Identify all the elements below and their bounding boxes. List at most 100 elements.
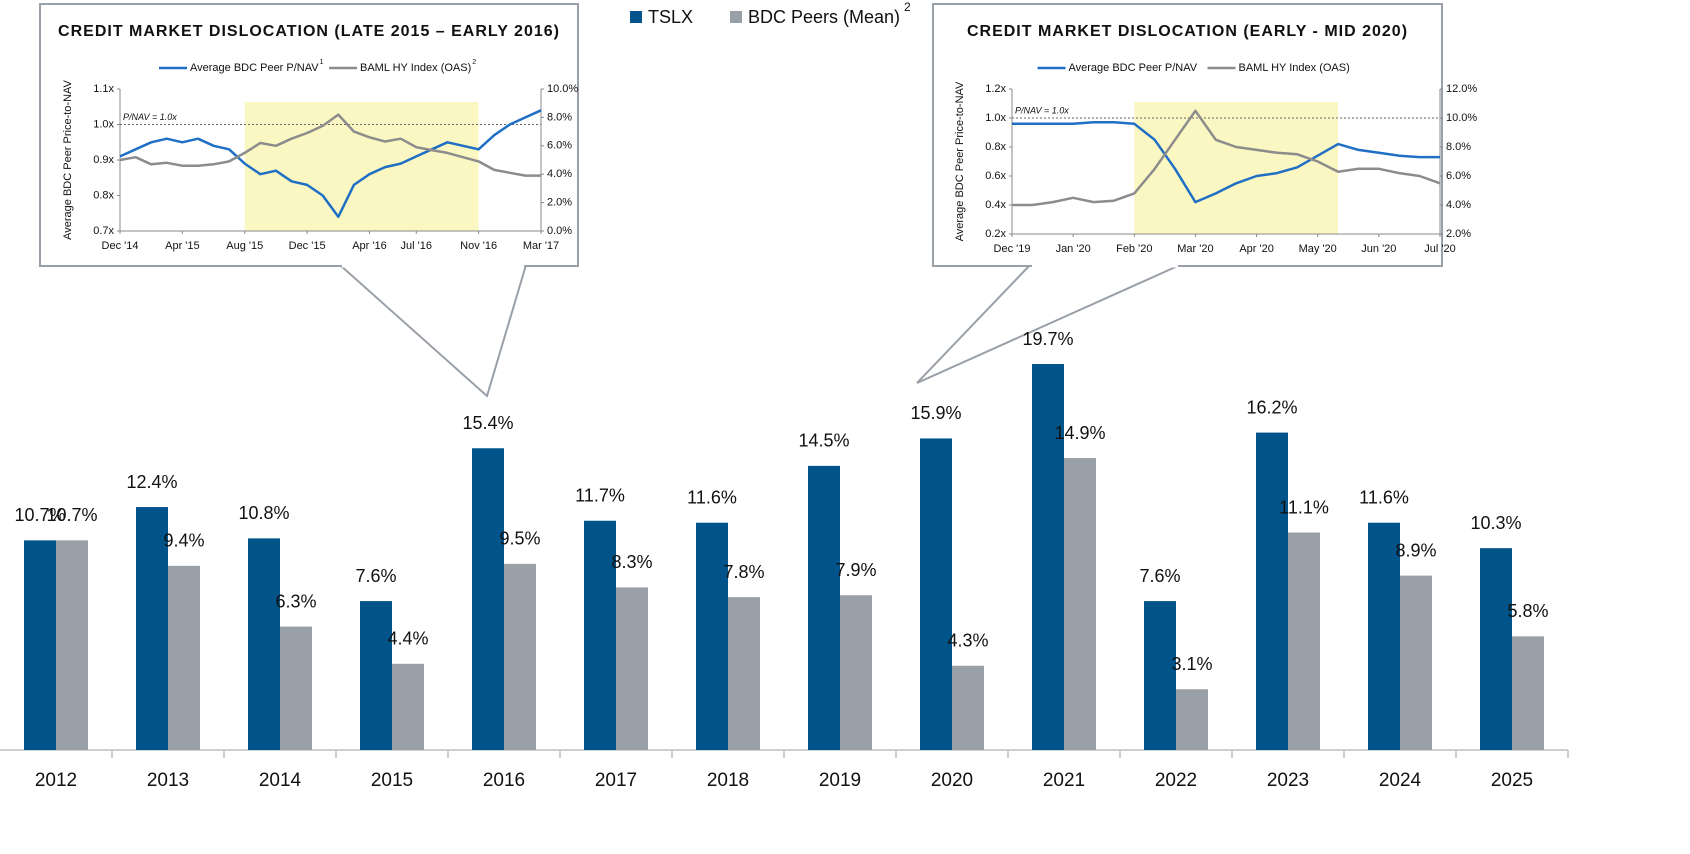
bar — [1176, 689, 1208, 750]
data-label: 15.9% — [910, 403, 961, 423]
data-label: 14.9% — [1054, 423, 1105, 443]
data-label: 7.6% — [1139, 566, 1180, 586]
data-label: 9.5% — [499, 529, 540, 549]
y2-tick-label: 8.0% — [547, 111, 572, 123]
x-tick-label: 2021 — [1043, 770, 1085, 791]
bar — [280, 626, 312, 750]
data-label: 16.2% — [1246, 397, 1297, 417]
y-tick-label: 1.2x — [985, 83, 1006, 95]
data-label: 4.4% — [387, 629, 428, 649]
data-label: 10.7% — [46, 505, 97, 525]
bar — [136, 507, 168, 750]
legend-note: 2 — [472, 59, 476, 66]
bar — [1480, 548, 1512, 750]
bar — [808, 465, 840, 750]
data-label: 3.1% — [1171, 654, 1212, 674]
x-tick-label: Mar '17 — [523, 240, 559, 252]
y2-tick-label: 0.0% — [547, 225, 572, 237]
bar — [1144, 601, 1176, 750]
x-tick-label: Feb '20 — [1116, 243, 1152, 255]
x-tick-label: 2018 — [707, 770, 749, 791]
legend-swatch — [630, 11, 642, 23]
inset-title: CREDIT MARKET DISLOCATION (EARLY - MID 2… — [967, 23, 1408, 40]
x-tick-label: Aug '15 — [226, 240, 263, 252]
callout — [337, 264, 528, 398]
x-tick-label: Apr '20 — [1239, 243, 1274, 255]
legend-label: TSLX — [648, 7, 693, 27]
x-tick-label: Apr '15 — [165, 240, 200, 252]
x-tick-label: Dec '15 — [289, 240, 326, 252]
bar — [168, 565, 200, 750]
x-tick-label: 2020 — [931, 770, 973, 791]
bar — [696, 522, 728, 750]
y2-tick-label: 12.0% — [1446, 83, 1477, 95]
bar — [840, 595, 872, 750]
data-label: 11.6% — [687, 487, 737, 507]
bar — [728, 597, 760, 750]
x-tick-label: 2022 — [1155, 770, 1197, 791]
x-tick-label: 2016 — [483, 770, 525, 791]
line-series — [119, 113, 541, 177]
x-tick-label: 2024 — [1379, 770, 1422, 791]
data-label: 7.9% — [835, 560, 876, 580]
bar — [920, 438, 952, 750]
data-label: 11.7% — [575, 486, 625, 506]
bar — [1256, 432, 1288, 750]
x-tick-label: Apr '16 — [352, 240, 387, 252]
y-tick-label: 1.0x — [985, 112, 1006, 124]
x-tick-label: 2023 — [1267, 770, 1309, 791]
line-series — [1012, 109, 1441, 207]
x-tick-label: Dec '19 — [994, 243, 1031, 255]
x-tick-label: Dec '14 — [102, 240, 139, 252]
data-label: 7.8% — [723, 562, 764, 582]
x-tick-label: 2014 — [259, 770, 302, 791]
x-tick-label: Jan '20 — [1056, 243, 1091, 255]
data-label: 12.4% — [126, 472, 177, 492]
bar — [24, 540, 56, 750]
bar — [504, 563, 536, 750]
y-axis-title: Average BDC Peer Price-to-NAV — [62, 79, 74, 239]
bar — [1288, 532, 1320, 750]
legend-swatch — [730, 11, 742, 23]
line-series — [1012, 121, 1440, 204]
legend-label: Average BDC Peer P/NAV — [190, 62, 319, 74]
y-tick-label: 0.9x — [93, 154, 114, 166]
legend-label: Average BDC Peer P/NAV — [1069, 62, 1198, 74]
x-tick-label: 2015 — [371, 770, 413, 791]
legend-label: BDC Peers (Mean) — [748, 7, 900, 27]
legend-label: BAML HY Index (OAS) — [360, 62, 471, 74]
reference-label: P/NAV = 1.0x — [123, 112, 177, 122]
data-label: 4.3% — [947, 630, 988, 650]
x-tick-label: 2012 — [35, 770, 77, 791]
y2-tick-label: 6.0% — [1446, 170, 1471, 182]
x-tick-label: Jun '20 — [1361, 243, 1396, 255]
y-tick-label: 0.2x — [985, 228, 1006, 240]
data-label: 9.4% — [163, 531, 204, 551]
y2-tick-label: 2.0% — [547, 197, 572, 209]
x-tick-label: Mar '20 — [1177, 243, 1213, 255]
y-tick-label: 0.7x — [93, 225, 114, 237]
bar — [1064, 458, 1096, 750]
bar — [472, 448, 504, 750]
bar — [1400, 575, 1432, 750]
bar — [584, 520, 616, 750]
legend-note: 1 — [320, 59, 324, 66]
data-label: 10.7% — [14, 505, 65, 525]
y-tick-label: 0.4x — [985, 199, 1006, 211]
bar — [616, 587, 648, 750]
x-tick-label: 2019 — [819, 770, 861, 791]
line-series — [119, 109, 542, 219]
bar — [360, 601, 392, 750]
bar — [56, 540, 88, 750]
y-axis-title: Average BDC Peer Price-to-NAV — [954, 81, 966, 241]
data-label: 11.1% — [1279, 497, 1329, 517]
y-tick-label: 0.8x — [93, 189, 114, 201]
x-tick-label: Jul '20 — [1424, 243, 1455, 255]
x-tick-label: Nov '16 — [460, 240, 497, 252]
highlight-band — [1134, 102, 1339, 234]
x-tick-label: Jul '16 — [401, 240, 432, 252]
y2-tick-label: 4.0% — [1446, 199, 1471, 211]
x-tick-label: 2025 — [1491, 770, 1533, 791]
